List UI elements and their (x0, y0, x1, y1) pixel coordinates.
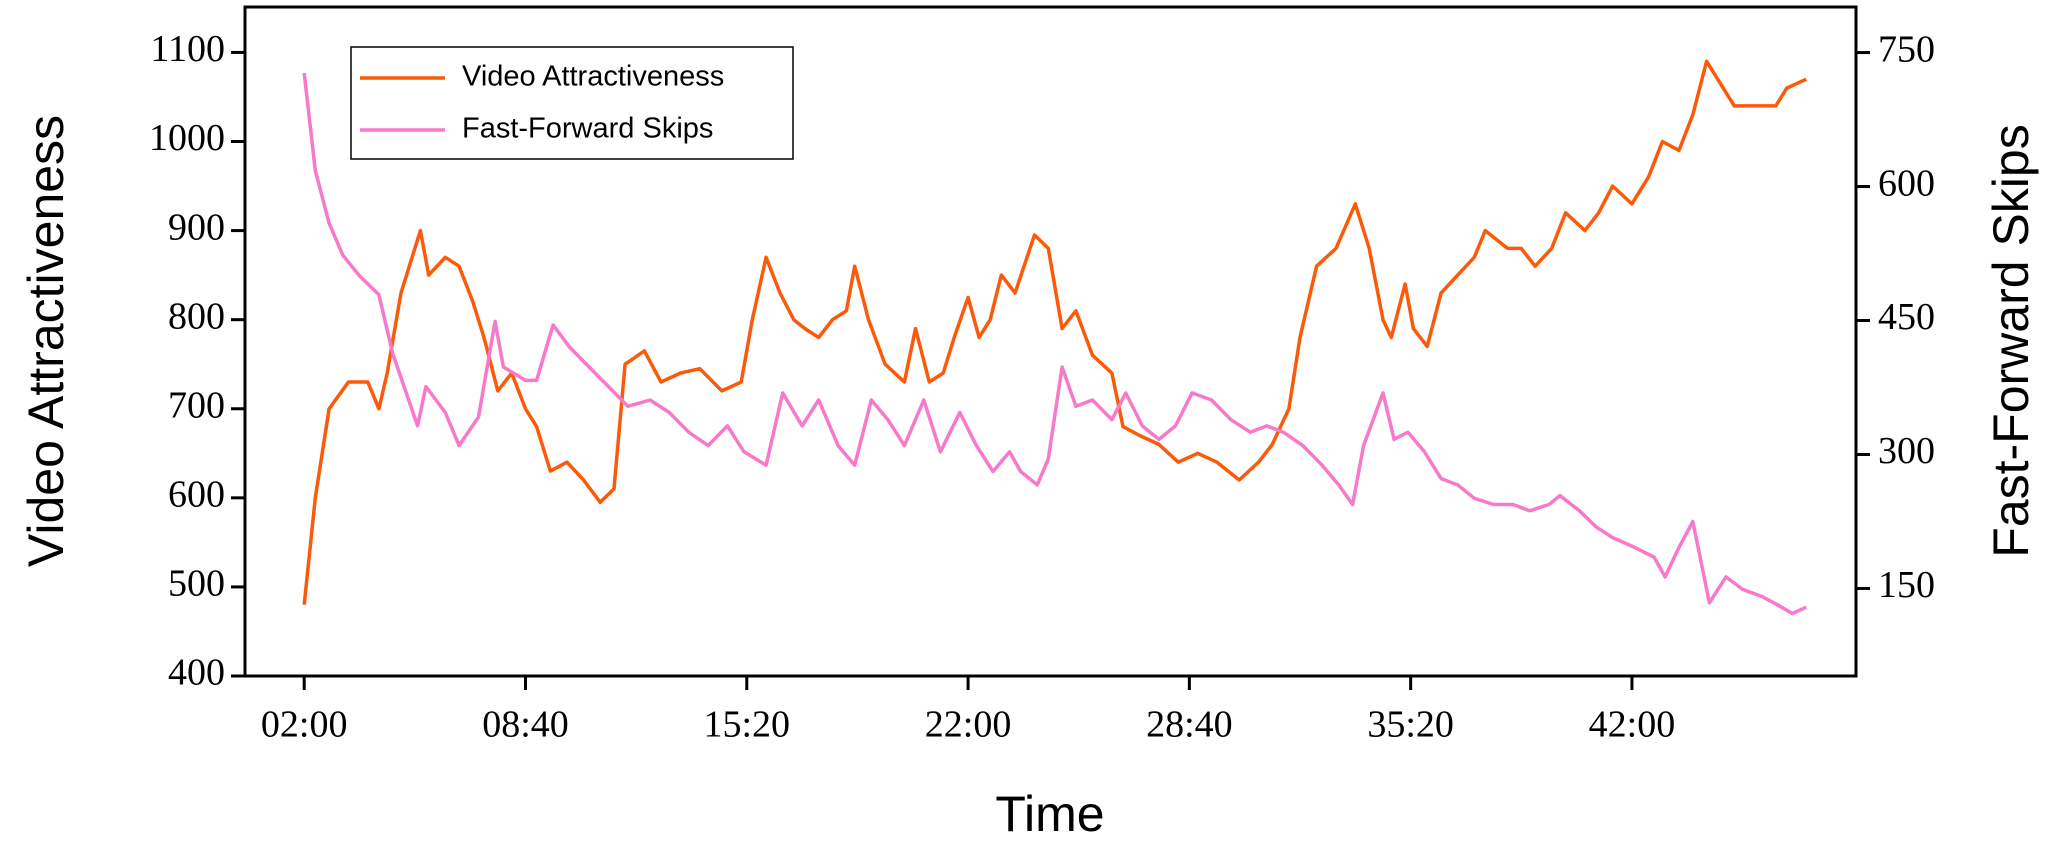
y-tick-label: 600 (168, 474, 225, 516)
plot-frame (243, 5, 1858, 678)
x-tick-label: 42:00 (1589, 704, 1676, 746)
legend-label: Fast-Forward Skips (462, 113, 713, 145)
y-tick-label: 800 (168, 295, 225, 337)
y2-tick-label: 150 (1878, 564, 1935, 606)
y2-tick-label: 600 (1878, 162, 1935, 204)
series-line (302, 72, 1807, 616)
series-line (302, 59, 1807, 605)
x-tick-label: 22:00 (925, 704, 1012, 746)
y-tick-label: 1000 (149, 117, 225, 159)
x-axis-title: Time (995, 786, 1104, 842)
legend-box (350, 46, 794, 160)
y-tick-label: 900 (168, 206, 225, 248)
y2-axis-title: Fast-Forward Skips (1983, 124, 2039, 557)
y-tick-label: 700 (168, 384, 225, 426)
x-tick-label: 28:40 (1146, 704, 1233, 746)
legend-label: Video Attractiveness (462, 61, 724, 93)
x-tick-label: 35:20 (1367, 704, 1454, 746)
y2-tick-label: 450 (1878, 296, 1935, 338)
y2-tick-label: 750 (1878, 28, 1935, 70)
x-tick-label: 08:40 (482, 704, 569, 746)
y-tick-label: 400 (168, 652, 225, 694)
y-tick-label: 1100 (150, 28, 225, 70)
x-tick-label: 02:00 (261, 704, 348, 746)
y-tick-label: 500 (168, 563, 225, 605)
x-tick-label: 15:20 (703, 704, 790, 746)
y2-tick-label: 300 (1878, 430, 1935, 472)
y-axis-title: Video Attractiveness (18, 115, 74, 567)
